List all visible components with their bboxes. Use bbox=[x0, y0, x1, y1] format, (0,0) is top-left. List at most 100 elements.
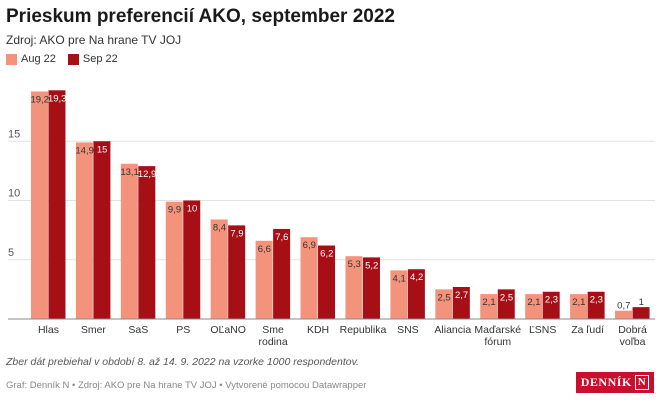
x-tick-label: PS bbox=[176, 324, 190, 336]
x-tick-label-line: Hlas bbox=[38, 324, 59, 336]
data-label: 8,4 bbox=[213, 222, 226, 233]
x-tick-label: Maďarské fórum bbox=[474, 324, 521, 348]
x-tick-label-line: Aliancia bbox=[434, 324, 471, 336]
bar-aug bbox=[30, 91, 48, 319]
bar-sep bbox=[497, 289, 515, 319]
y-tick-label: 10 bbox=[8, 188, 20, 200]
x-tick-label-line: ĽSNS bbox=[529, 324, 556, 336]
data-label: 15 bbox=[97, 144, 108, 155]
bar-sep bbox=[632, 307, 650, 319]
bar-sep bbox=[362, 257, 380, 319]
bar-aug bbox=[480, 294, 498, 319]
data-label: 10 bbox=[187, 204, 198, 215]
data-label: 5,2 bbox=[365, 260, 378, 271]
bar-aug bbox=[615, 310, 633, 319]
x-tick-label-line: Sme bbox=[262, 324, 284, 336]
legend-swatch-aug bbox=[6, 53, 17, 65]
legend-label-aug: Aug 22 bbox=[21, 53, 56, 65]
bar-aug bbox=[525, 294, 543, 319]
data-label: 2,5 bbox=[500, 292, 513, 303]
x-tick-label: ĽSNS bbox=[529, 324, 556, 336]
bar-sep bbox=[587, 291, 605, 319]
chart-title: Prieskum preferencií AKO, september 2022 bbox=[6, 6, 395, 27]
bar-sep bbox=[542, 291, 560, 319]
bar-aug bbox=[300, 237, 318, 319]
data-label: 2,1 bbox=[572, 297, 585, 308]
footnote: Zber dát prebiehal v období 8. až 14. 9.… bbox=[6, 356, 359, 368]
x-tick-label-line: Smer bbox=[81, 324, 107, 336]
data-label: 4,2 bbox=[410, 272, 423, 283]
data-label: 19,2 bbox=[30, 94, 49, 105]
x-tick-label-line: PS bbox=[176, 324, 190, 336]
data-label: 12,9 bbox=[138, 169, 157, 180]
legend-swatch-sep bbox=[67, 53, 79, 65]
data-label: 2,3 bbox=[590, 295, 603, 306]
bar-sep bbox=[183, 200, 201, 319]
x-tick-label: KDH bbox=[307, 324, 329, 336]
bar-aug bbox=[165, 201, 183, 319]
data-label: 7,9 bbox=[230, 228, 243, 239]
chart-subtitle: Zdroj: AKO pre Na hrane TV JOJ bbox=[6, 33, 182, 47]
x-tick-label: OĽaNO bbox=[210, 324, 246, 336]
dennik-n-logo: DENNÍK N bbox=[576, 372, 654, 393]
data-label: 6,9 bbox=[303, 240, 316, 251]
x-tick-label: SaS bbox=[128, 324, 148, 336]
legend-label-sep: Sep 22 bbox=[82, 53, 118, 65]
bar-aug bbox=[390, 270, 408, 319]
bar-sep bbox=[138, 166, 156, 319]
x-tick-label-line: SaS bbox=[128, 324, 148, 336]
x-tick-label-line: Maďarské bbox=[474, 324, 521, 336]
x-tick-label: Sme rodina bbox=[259, 324, 288, 348]
data-label: 2,1 bbox=[527, 297, 540, 308]
bar-sep bbox=[228, 225, 246, 319]
data-label: 14,9 bbox=[75, 145, 94, 156]
legend-item-sep: Sep 22 bbox=[67, 53, 118, 65]
data-label: 7,6 bbox=[275, 232, 288, 243]
data-label: 5,3 bbox=[348, 259, 361, 270]
data-label: 2,3 bbox=[545, 295, 558, 306]
y-tick-label: 15 bbox=[8, 128, 20, 140]
data-label: 2,5 bbox=[437, 292, 450, 303]
bar-sep bbox=[407, 269, 425, 319]
x-tick-label: Za ľudí bbox=[571, 324, 604, 336]
legend-item-aug: Aug 22 bbox=[6, 53, 56, 65]
bar-sep bbox=[273, 228, 291, 319]
x-tick-label-line: Republika bbox=[340, 324, 387, 336]
x-tick-label: Smer bbox=[81, 324, 107, 336]
bar-aug bbox=[75, 142, 93, 319]
data-label: 2,7 bbox=[455, 290, 468, 301]
data-label: 0,7 bbox=[617, 301, 630, 312]
x-tick-label-line: Za ľudí bbox=[571, 324, 604, 336]
bar-sep bbox=[48, 90, 66, 319]
x-tick-label-line: Dobrá bbox=[618, 324, 647, 336]
bar-aug bbox=[255, 240, 273, 319]
data-label: 6,6 bbox=[258, 244, 271, 255]
bar-sep bbox=[452, 287, 470, 319]
x-tick-label: Aliancia bbox=[434, 324, 471, 336]
logo-mark: N bbox=[634, 375, 650, 390]
x-tick-label-line: KDH bbox=[307, 324, 329, 336]
x-tick-label-line: OĽaNO bbox=[210, 324, 246, 336]
bar-aug bbox=[120, 163, 138, 319]
bar-sep bbox=[93, 141, 111, 319]
bar-aug bbox=[570, 294, 588, 319]
x-tick-label: Dobrá voľba bbox=[618, 324, 647, 348]
x-tick-label: Republika bbox=[340, 324, 387, 336]
bar-aug bbox=[435, 289, 453, 319]
data-label: 1 bbox=[639, 297, 644, 308]
data-label: 2,1 bbox=[482, 297, 495, 308]
x-tick-label: SNS bbox=[397, 324, 419, 336]
data-label: 9,9 bbox=[168, 205, 181, 216]
data-label: 19,3 bbox=[48, 93, 67, 104]
x-tick-label-line: rodina bbox=[259, 336, 288, 348]
credits: Graf: Denník N • Zdroj: AKO pre Na hrane… bbox=[6, 380, 367, 391]
x-tick-label-line: fórum bbox=[484, 336, 511, 348]
bar-sep bbox=[318, 245, 336, 319]
data-label: 13,1 bbox=[120, 167, 139, 178]
y-tick-label: 5 bbox=[8, 247, 14, 259]
legend: Aug 22 Sep 22 bbox=[6, 53, 130, 65]
data-label: 4,1 bbox=[393, 273, 406, 284]
bar-aug bbox=[345, 256, 363, 319]
data-label: 6,2 bbox=[320, 249, 333, 260]
